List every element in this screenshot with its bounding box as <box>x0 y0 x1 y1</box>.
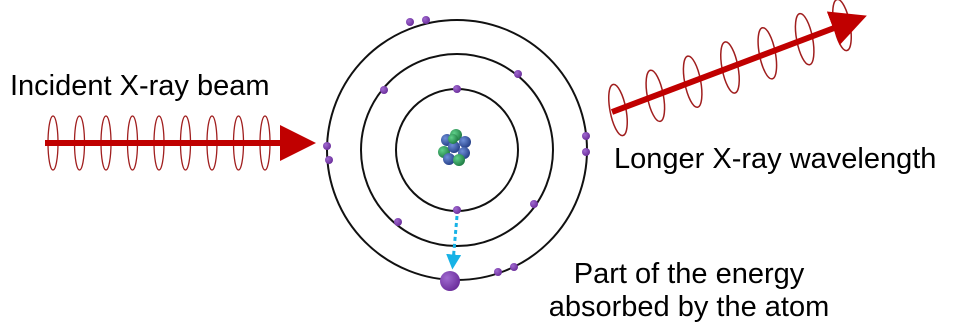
electron-dot-icon <box>380 86 388 94</box>
atom <box>323 16 590 291</box>
electron-transition-arrow <box>446 215 462 270</box>
scattered-beam-arrow <box>610 11 867 115</box>
electron-dot-icon <box>514 70 522 78</box>
electron-dot-icon <box>510 263 518 271</box>
nucleus-icon <box>438 129 471 166</box>
electron-dot-icon <box>494 268 502 276</box>
electron-dot-icon <box>582 148 590 156</box>
electron-dot-icon <box>323 142 331 150</box>
electron-dot-icon <box>325 156 333 164</box>
electron-dot-icon <box>453 206 461 214</box>
electrons <box>323 16 590 276</box>
electron-dot-icon <box>530 200 538 208</box>
absorbed-energy-line-2: absorbed by the atom <box>548 291 830 323</box>
electron-dot-icon <box>406 18 414 26</box>
orbit-middle <box>360 53 554 247</box>
electron-dot-icon <box>582 132 590 140</box>
ejected-electron-icon <box>440 271 460 291</box>
scattered-beam-label: Longer X-ray wavelength <box>614 143 937 175</box>
electron-dot-icon <box>422 16 430 24</box>
incident-beam-label: Incident X-ray beam <box>10 70 270 102</box>
absorbed-energy-line-1: Part of the energy <box>573 258 805 290</box>
absorbed-energy-label: Part of the energy absorbed by the atom <box>534 258 844 324</box>
electron-dot-icon <box>453 85 461 93</box>
electron-dot-icon <box>394 218 402 226</box>
